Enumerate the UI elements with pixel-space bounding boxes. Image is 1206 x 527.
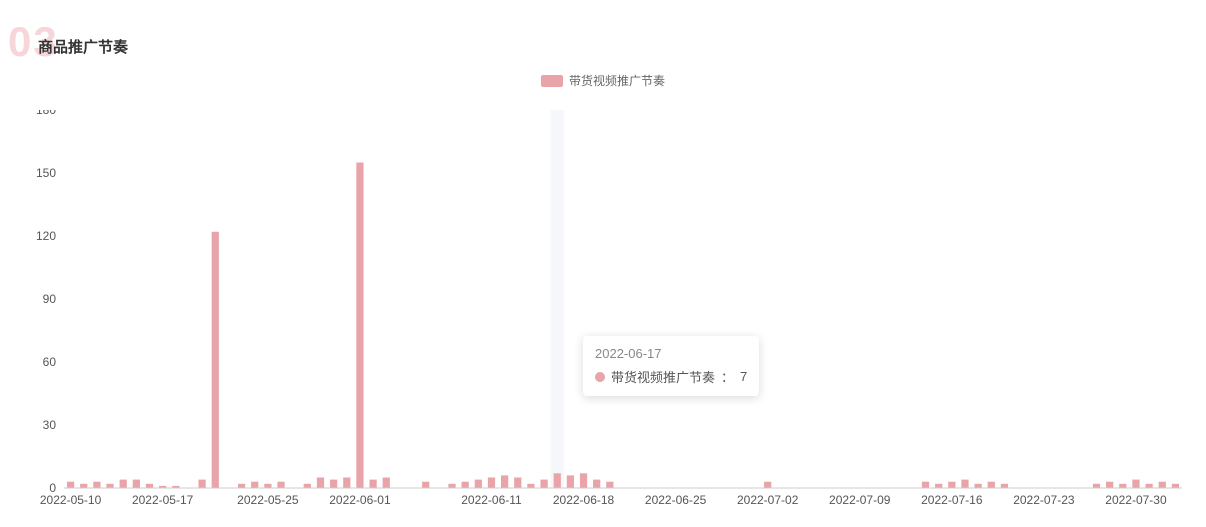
- chart-bar[interactable]: [146, 484, 153, 488]
- tooltip-date: 2022-06-17: [595, 346, 747, 361]
- chart-bar[interactable]: [198, 480, 205, 488]
- chart-bar[interactable]: [514, 478, 521, 489]
- y-tick-label: 30: [43, 418, 57, 432]
- chart-bar[interactable]: [501, 475, 508, 488]
- x-tick-label: 2022-07-02: [737, 493, 799, 507]
- chart-bar[interactable]: [343, 478, 350, 489]
- chart-bar[interactable]: [764, 482, 771, 488]
- y-tick-label: 180: [36, 110, 56, 117]
- chart-bar[interactable]: [277, 482, 284, 488]
- chart-bar[interactable]: [120, 480, 127, 488]
- chart-tooltip: 2022-06-17 带货视频推广节奏 ： 7: [583, 336, 759, 396]
- x-tick-label: 2022-05-25: [237, 493, 299, 507]
- legend-label: 带货视频推广节奏: [569, 72, 665, 89]
- x-tick-label: 2022-06-11: [461, 493, 522, 507]
- chart-bar[interactable]: [488, 478, 495, 489]
- chart-bar[interactable]: [935, 484, 942, 488]
- chart-bar[interactable]: [133, 480, 140, 488]
- x-tick-label: 2022-07-16: [921, 493, 983, 507]
- tooltip-series-label: 带货视频推广节奏: [611, 367, 715, 386]
- chart-bar[interactable]: [975, 484, 982, 488]
- chart-bar[interactable]: [462, 482, 469, 488]
- y-tick-label: 60: [43, 355, 57, 369]
- chart-legend[interactable]: 带货视频推广节奏: [541, 72, 665, 89]
- chart-bar[interactable]: [527, 484, 534, 488]
- chart-bar[interactable]: [1146, 484, 1153, 488]
- y-tick-label: 150: [36, 166, 56, 180]
- tooltip-row: 带货视频推广节奏 ： 7: [595, 367, 747, 386]
- chart-bar[interactable]: [475, 480, 482, 488]
- section-title: 商品推广节奏: [38, 36, 128, 57]
- y-tick-label: 90: [43, 292, 57, 306]
- chart-bar[interactable]: [330, 480, 337, 488]
- chart-bar[interactable]: [238, 484, 245, 488]
- chart-bar[interactable]: [961, 480, 968, 488]
- x-tick-label: 2022-07-23: [1013, 493, 1075, 507]
- chart-bar[interactable]: [567, 475, 574, 488]
- chart-bar[interactable]: [1172, 484, 1179, 488]
- chart-bar[interactable]: [1159, 482, 1166, 488]
- chart-bar[interactable]: [251, 482, 258, 488]
- chart-bar[interactable]: [1093, 484, 1100, 488]
- chart-bar[interactable]: [93, 482, 100, 488]
- x-tick-label: 2022-07-09: [829, 493, 891, 507]
- chart-bar[interactable]: [1106, 482, 1113, 488]
- chart-bar[interactable]: [554, 473, 561, 488]
- chart-bar[interactable]: [1132, 480, 1139, 488]
- x-tick-label: 2022-06-18: [553, 493, 615, 507]
- chart-bar[interactable]: [383, 478, 390, 489]
- chart-bar[interactable]: [80, 484, 87, 488]
- tooltip-value-prefix: ：: [721, 367, 734, 386]
- chart-bar[interactable]: [1001, 484, 1008, 488]
- legend-swatch: [541, 75, 563, 87]
- chart-bar[interactable]: [422, 482, 429, 488]
- chart-bar[interactable]: [356, 163, 363, 489]
- chart-bar[interactable]: [448, 484, 455, 488]
- chart-bar[interactable]: [369, 480, 376, 488]
- chart-bar[interactable]: [988, 482, 995, 488]
- bar-chart[interactable]: 0306090120150180 2022-05-102022-05-17202…: [22, 110, 1192, 510]
- chart-bar[interactable]: [304, 484, 311, 488]
- tooltip-dot-icon: [595, 372, 605, 382]
- chart-bar[interactable]: [67, 482, 74, 488]
- chart-bar[interactable]: [1119, 484, 1126, 488]
- chart-bar[interactable]: [948, 482, 955, 488]
- chart-hover-band: [551, 110, 564, 488]
- chart-bar[interactable]: [106, 484, 113, 488]
- x-tick-label: 2022-05-17: [132, 493, 194, 507]
- chart-bar[interactable]: [317, 478, 324, 489]
- tooltip-value: 7: [740, 369, 747, 384]
- x-tick-label: 2022-05-10: [40, 493, 102, 507]
- x-tick-label: 2022-06-01: [329, 493, 391, 507]
- x-tick-label: 2022-07-30: [1105, 493, 1167, 507]
- chart-bar[interactable]: [606, 482, 613, 488]
- chart-bar[interactable]: [212, 232, 219, 488]
- chart-bar[interactable]: [580, 473, 587, 488]
- y-tick-label: 120: [36, 229, 56, 243]
- x-tick-label: 2022-06-25: [645, 493, 707, 507]
- chart-bar[interactable]: [922, 482, 929, 488]
- chart-bar[interactable]: [264, 484, 271, 488]
- chart-bar[interactable]: [593, 480, 600, 488]
- chart-svg: 0306090120150180 2022-05-102022-05-17202…: [22, 110, 1192, 510]
- chart-bar[interactable]: [540, 480, 547, 488]
